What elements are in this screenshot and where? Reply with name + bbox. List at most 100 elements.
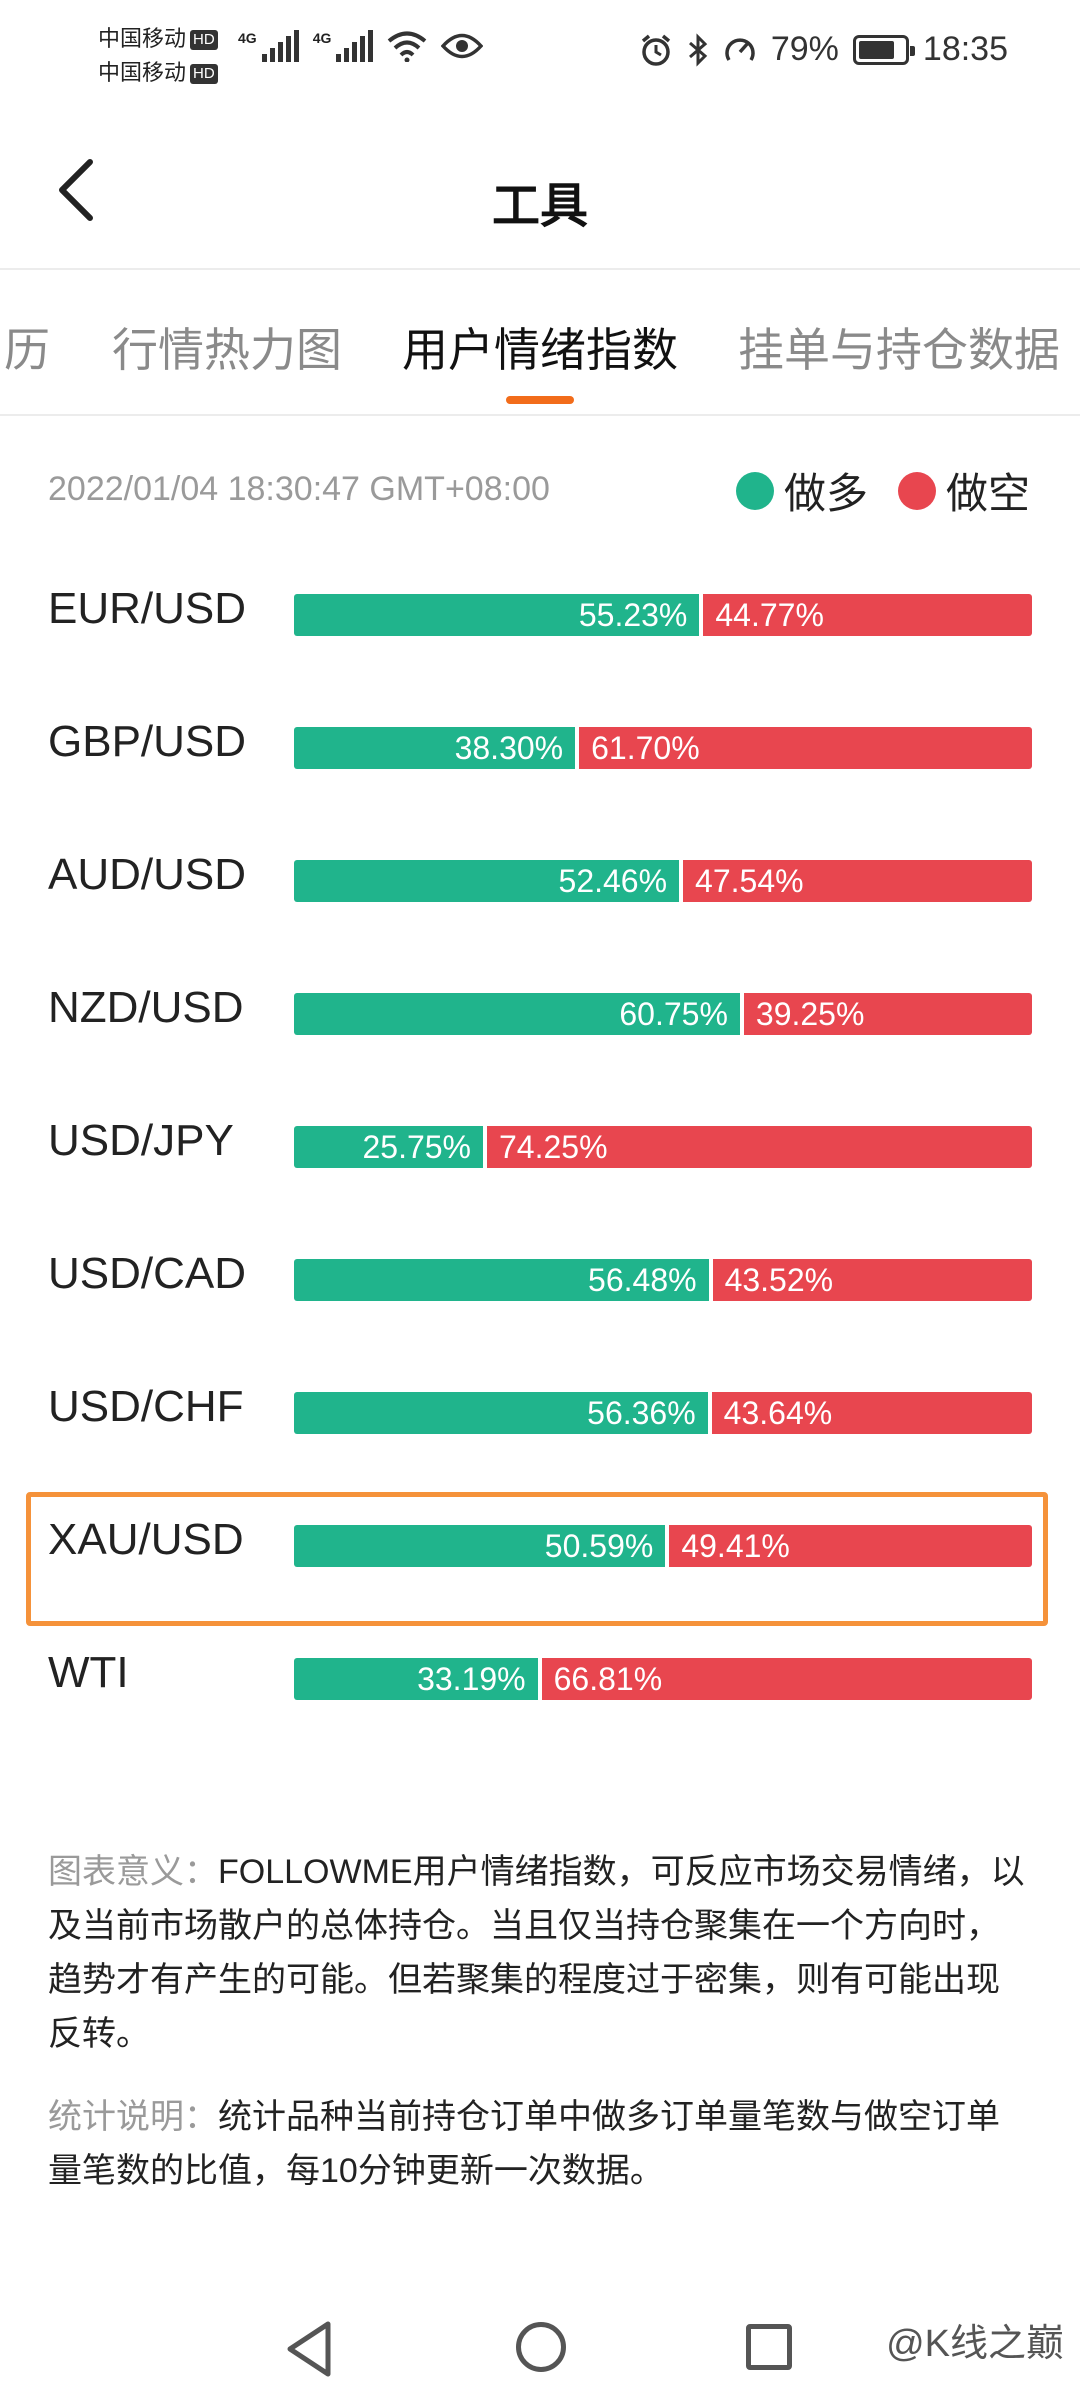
nav-recents-icon[interactable] (746, 2324, 792, 2370)
bar-separator (707, 1392, 712, 1434)
back-arrow-icon[interactable] (50, 154, 110, 226)
highlight-box (26, 1492, 1048, 1626)
tab-calendar[interactable]: 历 (4, 324, 50, 376)
currency-pair-label: AUD/USD (48, 850, 247, 899)
sentiment-bar: 55.23% 44.77% (294, 594, 1032, 636)
system-icons: 79% 18:35 (639, 30, 1008, 69)
bar-separator (739, 993, 744, 1035)
short-bar-segment: 39.25% (743, 993, 1032, 1035)
tab-divider (0, 414, 1080, 416)
sentiment-row: USD/JPY 25.75% 74.25% (0, 1072, 1080, 1205)
carrier-name-2: 中国移动 (98, 60, 187, 85)
sentiment-row: WTI 33.19% 66.81% (0, 1604, 1080, 1737)
clock-time: 18:35 (922, 30, 1008, 68)
short-bar-segment: 66.81% (541, 1658, 1032, 1700)
bar-separator (679, 860, 684, 902)
currency-pair-label: NZD/USD (48, 983, 244, 1032)
short-bar-segment: 44.77% (703, 594, 1032, 636)
sentiment-bar: 56.48% 43.52% (294, 1259, 1032, 1301)
alarm-icon (641, 34, 670, 66)
statistics-text: 统计品种当前持仓订单中做多订单量笔数与做空订单量笔数的比值，每10分钟更新一次数… (48, 2098, 1000, 2190)
statistics-label: 统计说明： (48, 2098, 218, 2136)
network-type-label: 4G (238, 30, 257, 46)
legend-long-label: 做多 (783, 470, 868, 517)
short-bar-segment: 49.41% (669, 1525, 1032, 1567)
short-bar-segment: 43.52% (712, 1259, 1032, 1301)
sentiment-bar: 56.36% 43.64% (294, 1392, 1032, 1434)
bar-separator (537, 1658, 542, 1700)
short-bar-segment: 74.25% (487, 1126, 1032, 1168)
chart-meaning-text: FOLLOWME用户情绪指数，可反应市场交易情绪，以及当前市场散户的总体持仓。当… (48, 1853, 1025, 2053)
tab-orders-positions[interactable]: 挂单与持仓数据 (738, 324, 1060, 376)
chart-legend: 做多 做空 (706, 460, 1030, 521)
app-header: 工具 (0, 110, 1080, 270)
long-bar-segment: 33.19% (294, 1658, 538, 1700)
sentiment-row: USD/CAD 56.48% 43.52% (0, 1205, 1080, 1338)
bar-separator (575, 727, 580, 769)
battery-icon (852, 34, 915, 65)
system-navigation-bar (0, 2290, 1080, 2400)
sentiment-row: AUD/USD 52.46% 47.54% (0, 806, 1080, 939)
currency-pair-label: USD/CHF (48, 1382, 244, 1431)
currency-pair-label: XAU/USD (48, 1515, 244, 1564)
chart-meaning-note: 图表意义：FOLLOWME用户情绪指数，可反应市场交易情绪，以及当前市场散户的总… (48, 1845, 1032, 2061)
signal-icon: 4G (238, 30, 299, 62)
statistics-note: 统计说明：统计品种当前持仓订单中做多订单量笔数与做空订单量笔数的比值，每10分钟… (48, 2090, 1032, 2198)
header-divider (0, 268, 1080, 270)
sentiment-row: GBP/USD 38.30% 61.70% (0, 673, 1080, 806)
currency-pair-label: USD/CAD (48, 1249, 247, 1298)
bluetooth-icon (688, 32, 708, 67)
currency-pair-label: EUR/USD (48, 584, 247, 633)
long-bar-segment: 56.48% (294, 1259, 709, 1301)
sentiment-bar: 50.59% 49.41% (294, 1525, 1032, 1567)
sentiment-row: XAU/USD 50.59% 49.41% (0, 1471, 1080, 1604)
sentiment-row: USD/CHF 56.36% 43.64% (0, 1338, 1080, 1471)
network-type-label: 4G (312, 30, 332, 46)
long-bar-segment: 50.59% (294, 1525, 666, 1567)
short-bar-segment: 47.54% (683, 860, 1032, 902)
tab-bar: 历 行情热力图 用户情绪指数 挂单与持仓数据 (0, 270, 1080, 414)
sentiment-bar: 38.30% 61.70% (294, 727, 1032, 769)
short-bar-segment: 43.64% (711, 1392, 1032, 1434)
currency-pair-label: USD/JPY (48, 1116, 234, 1165)
short-bar-segment: 61.70% (579, 727, 1032, 769)
active-tab-indicator (506, 396, 574, 404)
page-title: 工具 (491, 180, 588, 233)
sentiment-row: EUR/USD 55.23% 44.77% (0, 540, 1080, 673)
long-bar-segment: 55.23% (294, 594, 700, 636)
currency-pair-label: GBP/USD (48, 717, 247, 766)
battery-percent: 79% (770, 30, 839, 68)
bar-separator (708, 1259, 713, 1301)
signal-icon: 4G (313, 30, 374, 62)
hd-badge: HD (190, 30, 218, 51)
wifi-icon (388, 31, 427, 62)
carrier-info: 中国移动 HD 中国移动 HD (98, 22, 218, 90)
bar-separator (665, 1525, 670, 1567)
carrier-name-1: 中国移动 (98, 26, 187, 51)
sentiment-bar: 52.46% 47.54% (294, 860, 1032, 902)
watermark: @K线之巅 (886, 2323, 1064, 2365)
sentiment-row: NZD/USD 60.75% 39.25% (0, 939, 1080, 1072)
chart-meaning-label: 图表意义： (48, 1853, 218, 1891)
status-bar: 中国移动 HD 中国移动 HD 4G 4G (0, 0, 1080, 110)
nav-home-icon[interactable] (516, 2322, 566, 2372)
long-bar-segment: 56.36% (294, 1392, 708, 1434)
hd-badge: HD (190, 64, 218, 85)
speedometer-icon (725, 37, 755, 61)
long-bar-segment: 38.30% (294, 727, 576, 769)
network-icons: 4G 4G (238, 30, 484, 62)
nav-back-icon[interactable] (284, 2320, 336, 2378)
sentiment-bar: 60.75% 39.25% (294, 993, 1032, 1035)
sentiment-bar: 25.75% 74.25% (294, 1126, 1032, 1168)
legend-short-label: 做空 (945, 470, 1030, 517)
tab-market-heatmap[interactable]: 行情热力图 (112, 324, 342, 376)
legend-long: 做多 (735, 460, 868, 521)
legend-short: 做空 (897, 460, 1030, 521)
sentiment-bar: 33.19% 66.81% (294, 1658, 1032, 1700)
short-color-dot (897, 471, 936, 510)
currency-pair-label: WTI (48, 1648, 129, 1697)
bar-separator (699, 594, 704, 636)
long-bar-segment: 60.75% (294, 993, 740, 1035)
tab-user-sentiment[interactable]: 用户情绪指数 (402, 324, 678, 376)
bar-separator (483, 1126, 487, 1168)
